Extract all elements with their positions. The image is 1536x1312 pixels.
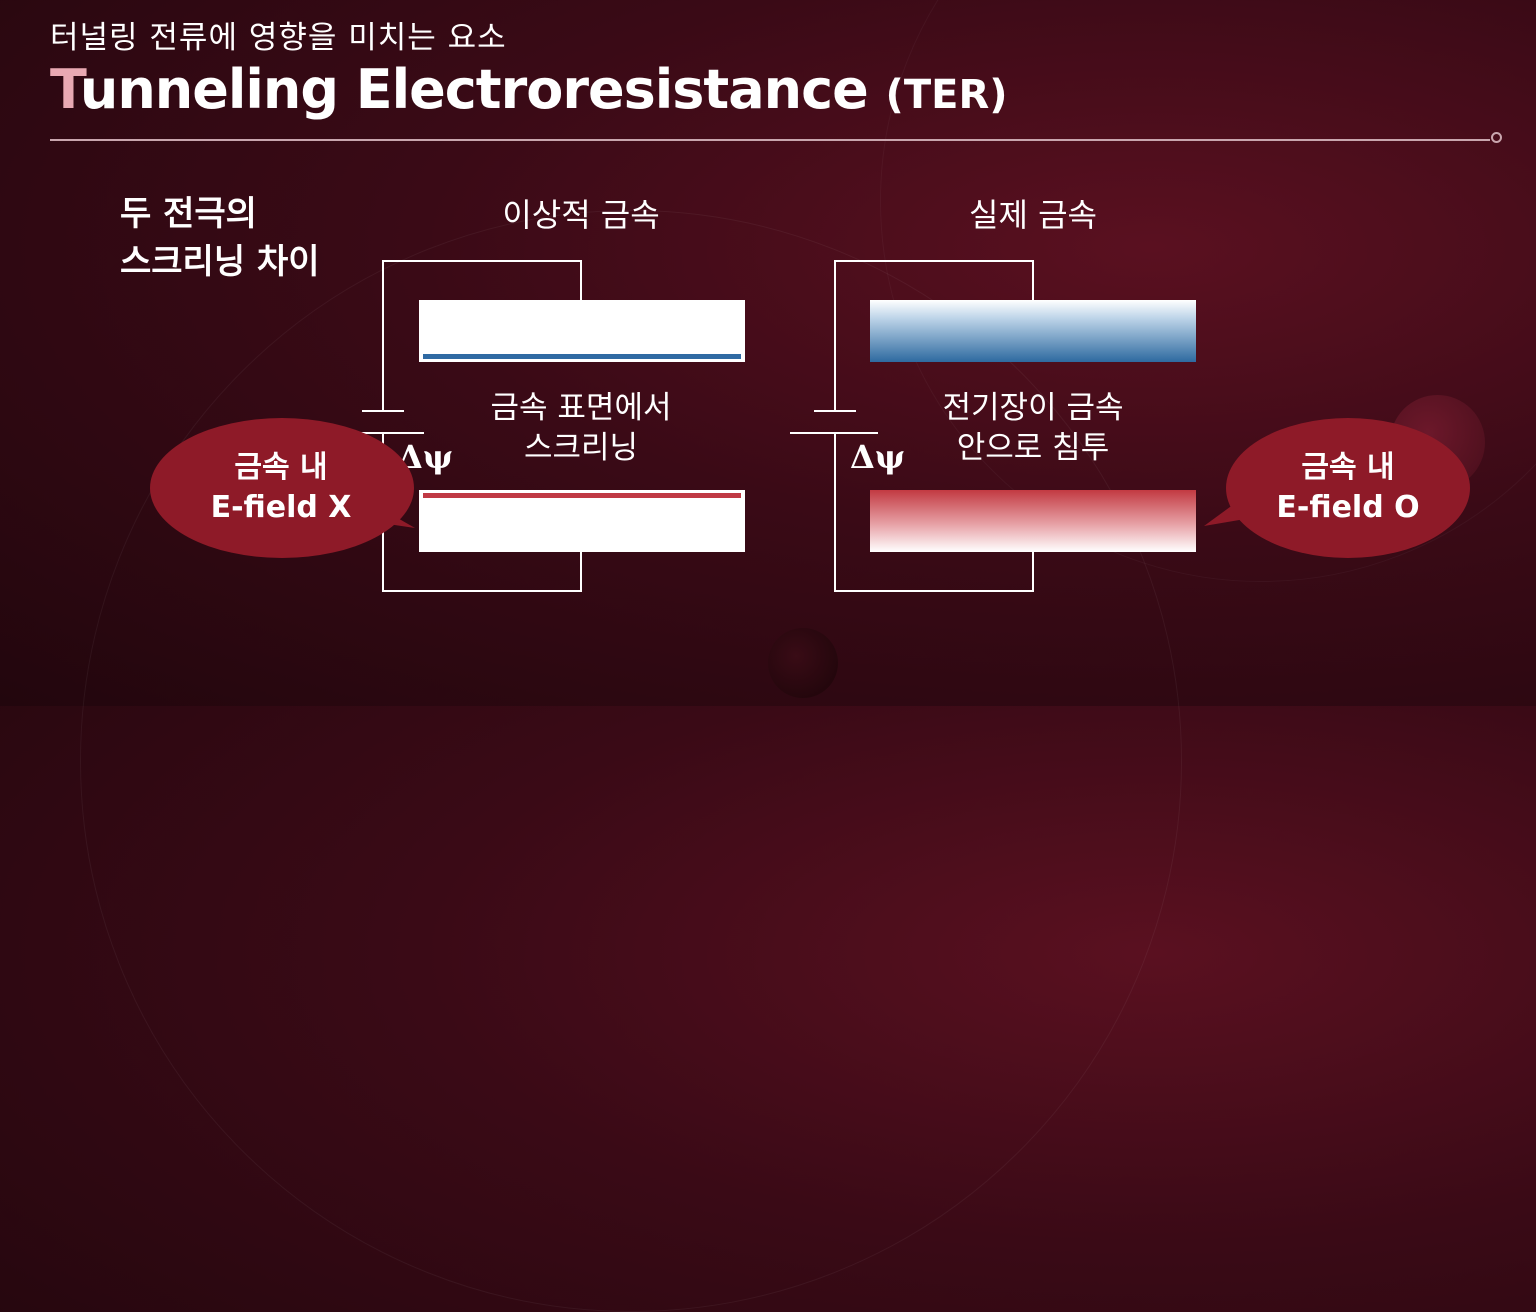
slide-subtitle: 터널링 전류에 영향을 미치는 요소 (50, 20, 507, 56)
real-description: 전기장이 금속 안으로 침투 (943, 388, 1124, 468)
real-metal-label: 실제 금속 (969, 196, 1097, 234)
circuit-wire (382, 260, 582, 262)
description-line: 전기장이 금속 (942, 390, 1124, 426)
circuit-wire (382, 590, 582, 592)
circuit-wire (382, 260, 384, 412)
slide-title: Tunneling Electroresistance (TER) (50, 58, 1008, 121)
circuit-wire (834, 432, 836, 592)
description-line: 금속 표면에서 (490, 390, 672, 426)
circuit-wire (834, 590, 1034, 592)
bottom-electrode-penetrated (870, 490, 1196, 552)
bubble-line: 금속 내 (1301, 450, 1395, 485)
bubble-line: E-field X (210, 490, 352, 525)
description-line: 스크리닝 (523, 430, 639, 466)
circuit-wire (834, 260, 836, 412)
surface-charge-red (423, 493, 741, 498)
bottom-electrode (419, 490, 745, 552)
section-label-line: 두 전극의 (120, 194, 257, 234)
section-label: 두 전극의 스크리닝 차이 (120, 190, 380, 286)
bubble-body (150, 418, 414, 558)
divider-end-dot (1491, 132, 1502, 143)
bubble-text: 금속 내 E-field O (1276, 448, 1419, 528)
potential-difference-label: Δψ (850, 438, 905, 476)
bubble-line: E-field O (1276, 490, 1420, 525)
battery-short-plate (362, 410, 404, 412)
title-divider (50, 139, 1490, 141)
section-label-line: 스크리닝 차이 (120, 242, 320, 282)
background-circle (768, 628, 838, 698)
ideal-metal-label: 이상적 금속 (502, 196, 660, 234)
bubble-line: 금속 내 (234, 450, 328, 485)
description-line: 안으로 침투 (956, 430, 1110, 466)
title-first-letter: T (50, 58, 81, 121)
circuit-wire (1032, 260, 1034, 300)
top-electrode (419, 300, 745, 362)
circuit-wire (580, 260, 582, 300)
title-text: unneling Electroresistance (79, 58, 869, 121)
circuit-wire (580, 552, 582, 592)
circuit-wire (1032, 552, 1034, 592)
top-electrode-penetrated (870, 300, 1196, 362)
circuit-wire (834, 260, 1034, 262)
bubble-text: 금속 내 E-field X (211, 448, 352, 528)
surface-charge-blue (423, 354, 741, 359)
bubble-body (1226, 418, 1470, 558)
title-abbreviation: (TER) (885, 72, 1008, 118)
battery-short-plate (814, 410, 856, 412)
ideal-description: 금속 표면에서 스크리닝 (491, 388, 672, 468)
